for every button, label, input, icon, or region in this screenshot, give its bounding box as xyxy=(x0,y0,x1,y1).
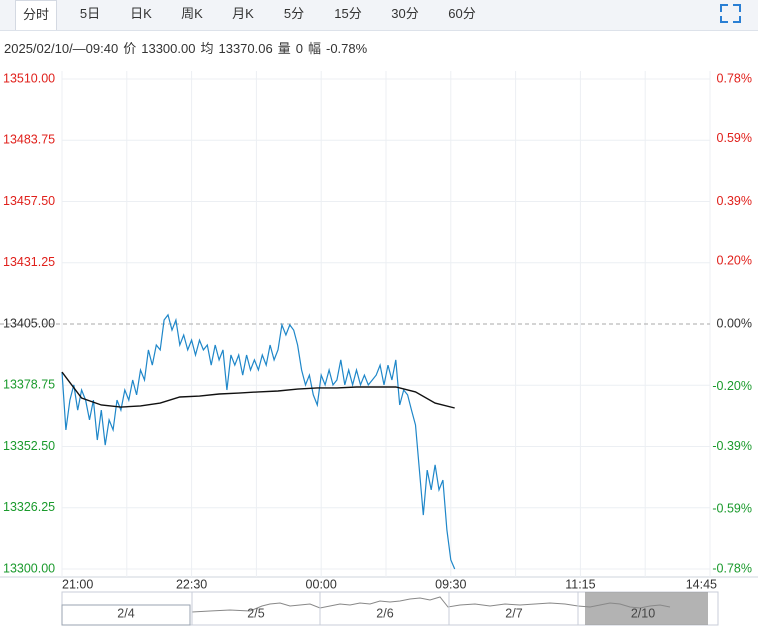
tab-bar: 分时 5日 日K 周K 月K 5分 15分 30分 60分 xyxy=(0,0,758,31)
y-tick-label: 13326.25 xyxy=(3,500,55,514)
y-tick-label: 13405.00 xyxy=(3,316,55,330)
tab[interactable]: 日K xyxy=(130,6,152,21)
y-tick-label: 13457.50 xyxy=(3,194,55,208)
navigator-selection[interactable] xyxy=(585,592,708,625)
y2-tick-label: 0.78% xyxy=(717,71,752,85)
info-label: 价 xyxy=(123,41,137,56)
y-tick-label: 13300.00 xyxy=(3,561,55,575)
navigator-date: 2/10 xyxy=(631,606,655,620)
navigator-date: 2/5 xyxy=(247,606,264,620)
y2-tick-label: 0.20% xyxy=(717,253,752,267)
y2-tick-label: 0.39% xyxy=(717,194,752,208)
y2-tick-label: -0.20% xyxy=(712,379,752,393)
info-label: 幅 xyxy=(307,41,321,56)
x-tick-label: 14:45 xyxy=(686,577,717,591)
x-tick-label: 21:00 xyxy=(62,577,93,591)
x-tick-label: 00:00 xyxy=(306,577,337,591)
x-tick-label: 09:30 xyxy=(435,577,466,591)
y-tick-label: 13352.50 xyxy=(3,439,55,453)
info-value: 0 xyxy=(295,41,303,56)
x-tick-label: 22:30 xyxy=(176,577,207,591)
tab[interactable]: 60分 xyxy=(448,6,476,21)
price-line xyxy=(61,313,456,570)
info-value: 13370.06 xyxy=(218,41,273,56)
navigator-date: 2/4 xyxy=(117,606,134,620)
navigator xyxy=(61,591,719,626)
tab[interactable]: 月K xyxy=(232,6,254,21)
y2-tick-label: 0.59% xyxy=(717,131,752,145)
y-tick-label: 13510.00 xyxy=(3,71,55,85)
tab[interactable]: 分时 xyxy=(15,0,57,30)
info-value: 13300.00 xyxy=(141,41,196,56)
info-bar: 2025/02/10/—09:40 价 13300.00 均 13370.06 量 0 幅 -0… xyxy=(4,38,372,57)
info-label: 量 xyxy=(277,41,291,56)
info-time: 2025/02/10/—09:40 xyxy=(4,41,119,56)
navigator-cell xyxy=(61,604,191,626)
tab[interactable]: 5分 xyxy=(283,6,305,21)
y2-tick-label: -0.78% xyxy=(712,561,752,575)
navigator-sparkline xyxy=(191,596,671,613)
y2-tick-label: -0.59% xyxy=(712,502,752,516)
tab[interactable]: 15分 xyxy=(334,6,362,21)
tab[interactable]: 5日 xyxy=(79,6,101,21)
x-tick-label: 11:15 xyxy=(565,577,595,591)
y-tick-label: 13378.75 xyxy=(3,378,55,392)
info-label: 均 xyxy=(200,41,214,56)
navigator-date: 2/6 xyxy=(376,606,393,620)
expand-icon[interactable] xyxy=(720,4,741,23)
y2-tick-label: -0.39% xyxy=(712,439,752,453)
average-line xyxy=(61,371,455,409)
y2-tick-label: 0.00% xyxy=(717,316,752,330)
navigator-date: 2/7 xyxy=(505,606,522,620)
tab[interactable]: 周K xyxy=(181,6,203,21)
y-tick-label: 13431.25 xyxy=(3,255,55,269)
info-value: -0.78% xyxy=(325,41,368,56)
y-tick-label: 13483.75 xyxy=(3,133,55,147)
tab[interactable]: 30分 xyxy=(391,6,419,21)
